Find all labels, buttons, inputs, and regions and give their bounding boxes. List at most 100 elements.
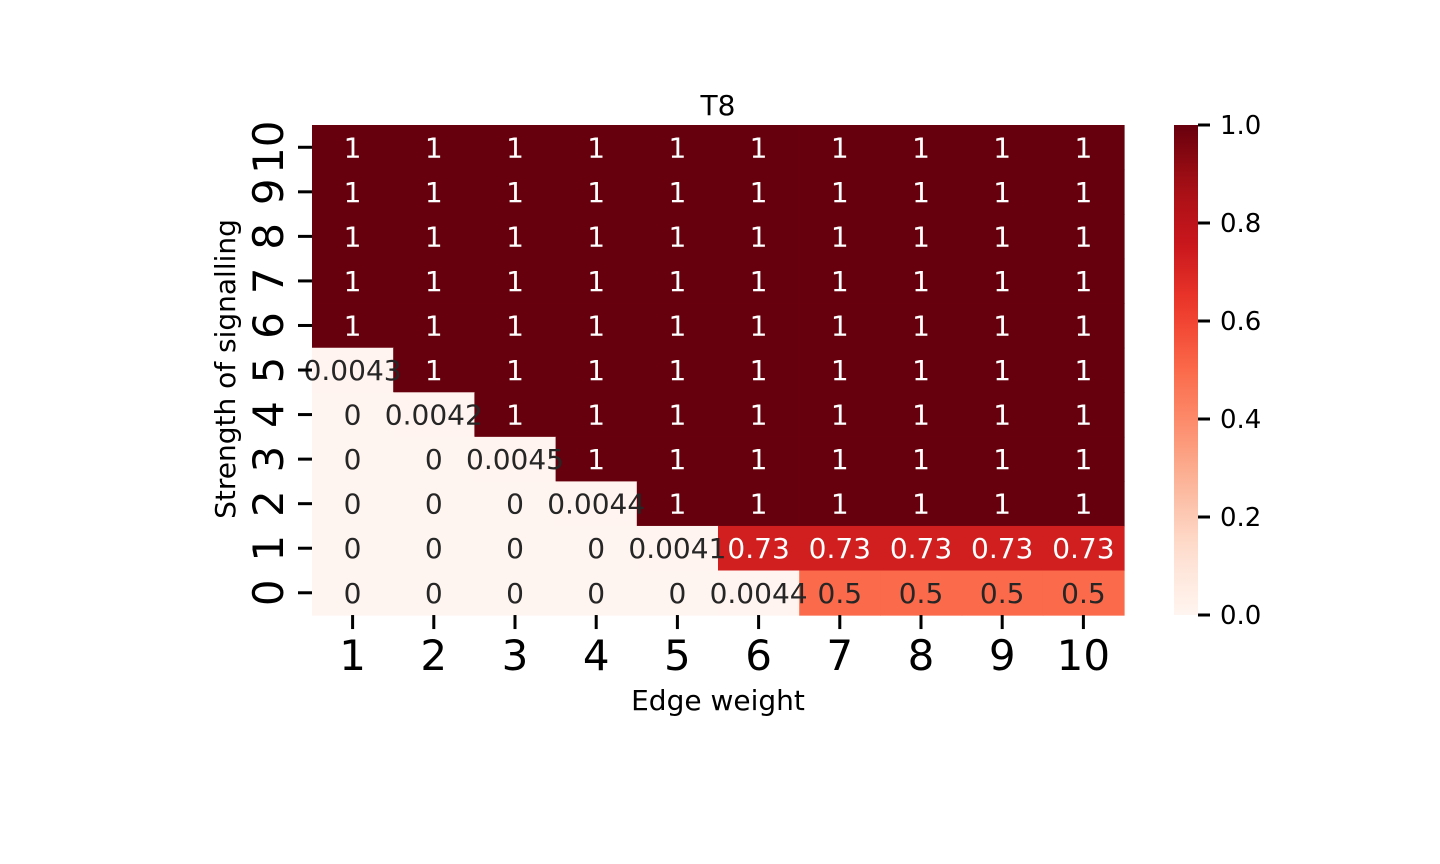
y-tick-label: 9 [244, 178, 293, 205]
heatmap-cell [636, 436, 719, 482]
cell-value: 1 [831, 399, 849, 432]
cell-value: 1 [344, 220, 362, 253]
heatmap-cell [636, 481, 719, 527]
heatmap-cell [718, 392, 800, 438]
heatmap-cell [880, 481, 963, 527]
heatmap-cell [961, 303, 1044, 349]
heatmap-cell [1042, 258, 1125, 304]
heatmap-cell [393, 525, 475, 572]
cell-value: 1 [1074, 399, 1092, 432]
cell-value: 0 [425, 577, 443, 610]
heatmap-cell [880, 214, 963, 260]
cell-value: 1 [912, 265, 930, 298]
heatmap-cell [799, 169, 881, 215]
heatmap-cell [1042, 169, 1125, 215]
heatmap-cell [555, 214, 638, 260]
cell-value: 1 [993, 399, 1011, 432]
heatmap-cell [555, 481, 638, 527]
heatmap-cell [555, 303, 638, 349]
heatmap-cell [880, 347, 963, 393]
cell-value: 1 [1074, 488, 1092, 521]
cell-value: 1 [506, 354, 524, 387]
heatmap-cell [1042, 303, 1125, 349]
cell-value: 1 [425, 265, 443, 298]
x-tick-label: 9 [989, 631, 1016, 680]
cell-value: 1 [750, 488, 768, 521]
cell-value: 0 [425, 443, 443, 476]
cell-value: 1 [587, 131, 605, 164]
cell-value: 0 [425, 532, 443, 565]
cell-value: 1 [668, 443, 686, 476]
heatmap-cell [393, 258, 475, 304]
heatmap-cell [1042, 436, 1125, 482]
cell-value: 0 [668, 577, 686, 610]
cell-value: 1 [668, 354, 686, 387]
cell-value: 0 [344, 443, 362, 476]
cell-value: 1 [668, 220, 686, 253]
cell-value: 1 [506, 220, 524, 253]
cell-value: 0 [344, 488, 362, 521]
cell-value: 0.0045 [466, 443, 564, 476]
cell-value: 1 [587, 399, 605, 432]
heatmap-cell [961, 125, 1044, 171]
heatmap-cell [961, 570, 1044, 616]
x-axis-label: Edge weight [631, 684, 805, 717]
cell-value: 1 [912, 309, 930, 342]
cell-value: 0.5 [980, 577, 1025, 610]
heatmap-cell [474, 303, 557, 349]
heatmap-cell [474, 436, 557, 482]
heatmap-cell [961, 347, 1044, 393]
heatmap-cell [312, 570, 394, 616]
heatmap-cell [880, 570, 963, 616]
heatmap-cell [718, 570, 800, 616]
cell-value: 1 [425, 220, 443, 253]
cell-value: 1 [831, 176, 849, 209]
cell-value: 1 [993, 354, 1011, 387]
cell-value: 1 [831, 488, 849, 521]
cell-value: 1 [587, 176, 605, 209]
heatmap-cell [799, 258, 881, 304]
heatmap-cell [474, 258, 557, 304]
cell-value: 1 [344, 176, 362, 209]
y-tick-label: 7 [244, 268, 293, 295]
cell-value: 1 [425, 309, 443, 342]
colorbar-tick-label: 1.0 [1220, 111, 1261, 141]
cell-value: 1 [912, 131, 930, 164]
y-tick-label: 6 [244, 312, 293, 339]
y-tick-label: 2 [244, 490, 293, 517]
heatmap-cell [1042, 392, 1125, 438]
heatmap-cell [393, 392, 475, 438]
heatmap-cell [1042, 347, 1125, 393]
cell-value: 1 [668, 265, 686, 298]
heatmap-cell [312, 169, 394, 215]
cell-value: 1 [831, 265, 849, 298]
heatmap-cell [555, 436, 638, 482]
cell-value: 0 [506, 577, 524, 610]
cell-value: 1 [1074, 220, 1092, 253]
cell-value: 1 [344, 131, 362, 164]
heatmap-cell [474, 125, 557, 171]
cell-value: 0.5 [818, 577, 863, 610]
colorbar-tick-label: 0.0 [1220, 601, 1261, 631]
heatmap-cell [799, 392, 881, 438]
y-tick-label: 10 [244, 121, 293, 174]
cell-value: 1 [1074, 176, 1092, 209]
cell-value: 1 [668, 488, 686, 521]
heatmap-cell [393, 303, 475, 349]
cell-value: 0 [587, 532, 605, 565]
cell-value: 1 [831, 443, 849, 476]
cell-value: 1 [993, 220, 1011, 253]
heatmap-cell [312, 436, 394, 482]
heatmap-cell [393, 169, 475, 215]
cell-value: 1 [750, 176, 768, 209]
cell-value: 0.0044 [710, 577, 808, 610]
cell-value: 1 [587, 265, 605, 298]
cell-value: 1 [912, 176, 930, 209]
cell-value: 1 [750, 265, 768, 298]
cell-value: 0 [506, 488, 524, 521]
heatmap-cell [718, 125, 800, 171]
cell-value: 1 [750, 354, 768, 387]
y-axis-label: Strength of signalling [209, 219, 242, 519]
heatmap-cell [636, 303, 719, 349]
cell-value: 1 [993, 131, 1011, 164]
